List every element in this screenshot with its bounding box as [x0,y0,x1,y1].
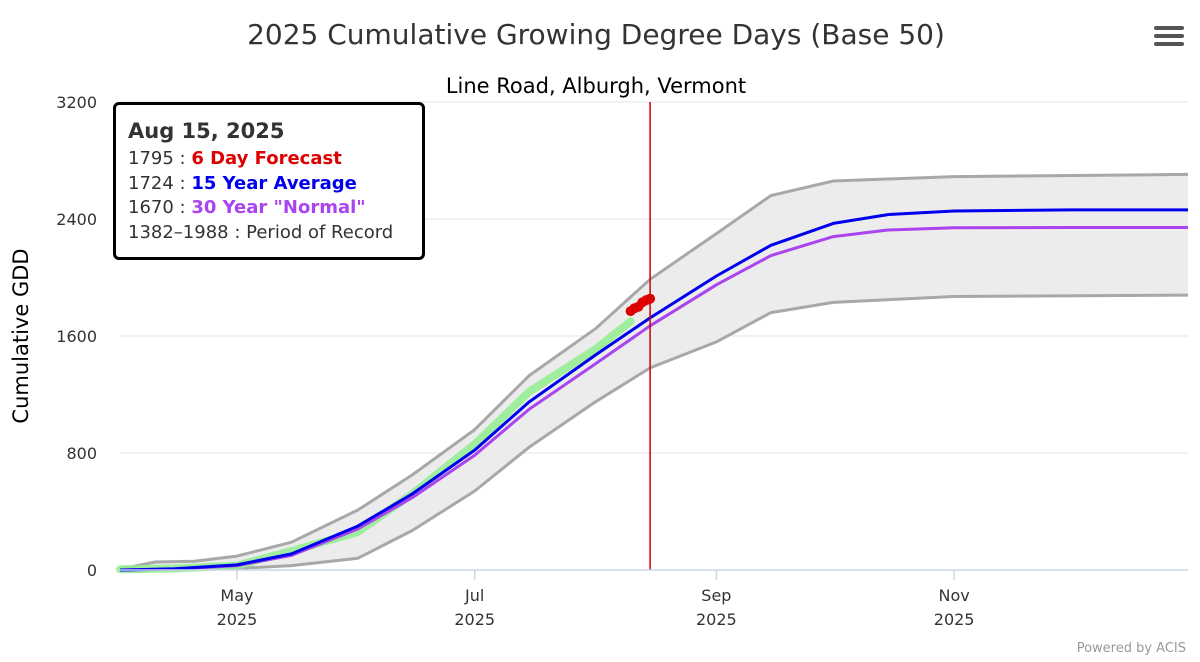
x-tick-label: Sep [701,586,731,605]
tooltip-row: 1670 : 30 Year "Normal" [128,196,422,221]
chart-tooltip: Aug 15, 2025 1795 : 6 Day Forecast 1724 :… [113,102,425,260]
y-tick-label: 800 [66,444,97,463]
series-average [119,208,1188,572]
tooltip-value: 1795 : [128,148,192,169]
y-tick-label: 1600 [56,327,97,346]
x-tick-label: Nov [939,586,970,605]
tooltip-row: 1724 : 15 Year Average [128,172,422,197]
y-tick-label: 3200 [56,93,97,112]
tooltip-label: 30 Year "Normal" [191,197,366,218]
x-tick-year: 2025 [934,610,975,629]
tooltip-row: 1795 : 6 Day Forecast [128,147,422,172]
y-tick-label: 0 [87,561,97,580]
tooltip-label: Period of Record [246,221,394,243]
tooltip-value: 1724 : [128,172,192,194]
tooltip-date: Aug 15, 2025 [128,119,285,143]
record-band [120,174,1188,570]
tooltip-row: 1382–1988 : Period of Record [128,221,422,246]
y-tick-label: 2400 [56,210,97,229]
tooltip-value: 1670 : [128,197,192,218]
x-tick-year: 2025 [454,610,495,629]
series-record-min [119,293,1189,572]
series-record-max [119,172,1189,571]
x-tick-year: 2025 [696,610,737,629]
hamburger-menu-icon[interactable] [1154,26,1184,52]
tooltip-value: 1382–1988 : [128,221,247,243]
x-tick-label: Jul [464,586,484,605]
chart-subtitle: Line Road, Alburgh, Vermont [446,74,746,98]
y-axis-label: Cumulative GDD [9,248,33,423]
tooltip-label: 6 Day Forecast [191,148,342,169]
chart-title: 2025 Cumulative Growing Degree Days (Bas… [247,18,945,51]
tooltip-label: 15 Year Average [191,172,357,194]
x-tick-year: 2025 [217,610,258,629]
x-tick-label: May [220,586,253,605]
credit-link[interactable]: Powered by ACIS [1076,641,1186,656]
